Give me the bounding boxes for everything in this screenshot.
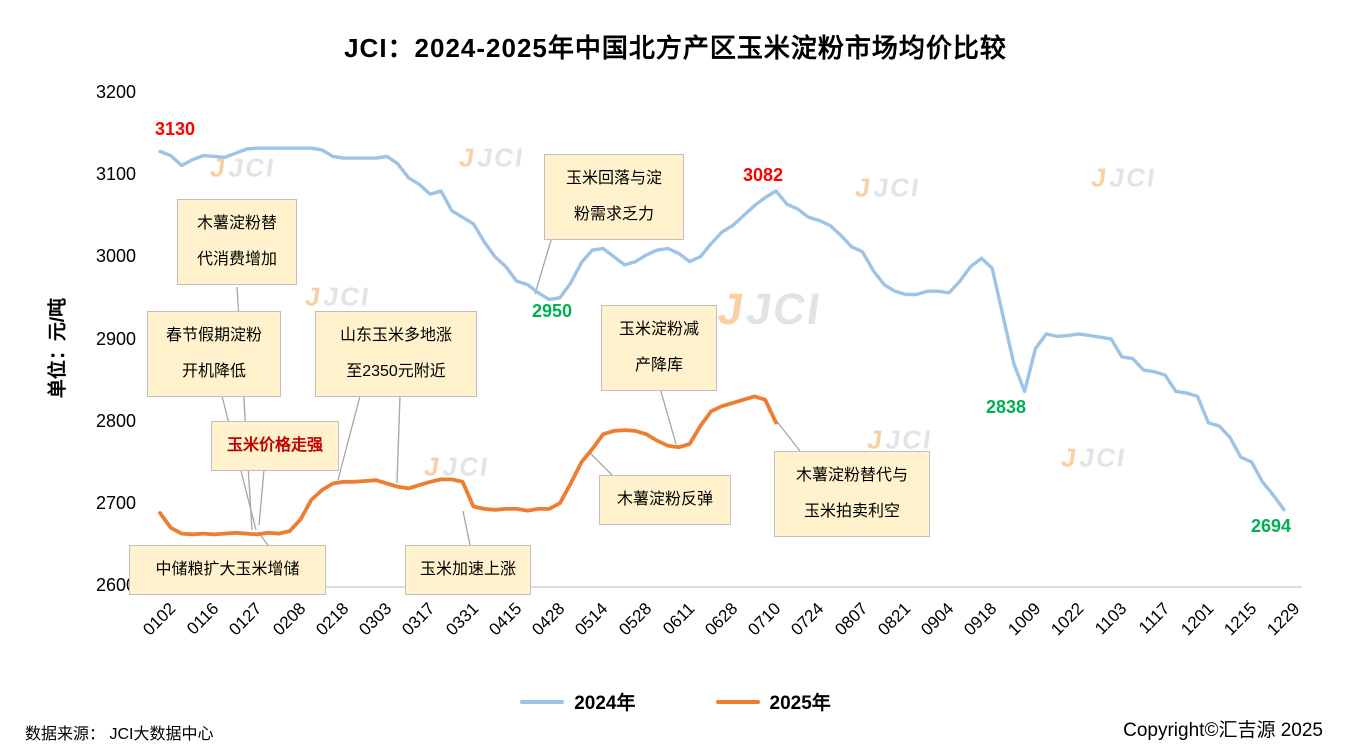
legend-label-2024: 2024年: [574, 693, 636, 714]
annotation-text-line: 产降库: [634, 357, 683, 374]
annotation-box: 玉米价格走强: [211, 421, 339, 471]
annotation-text-line: 代消费增加: [196, 251, 277, 268]
y-tick-label: 3000: [95, 246, 136, 267]
point-label: 2838: [986, 397, 1027, 417]
point-label: 2694: [1251, 516, 1292, 536]
series-line-2024年: [158, 146, 1286, 512]
y-tick-label: 3200: [95, 82, 136, 102]
chart-title: JCI：2024-2025年中国北方产区玉米淀粉市场均价比较: [344, 33, 1007, 63]
copyright-note: Copyright©汇吉源 2025: [1123, 720, 1323, 741]
legend-swatch-2025: [715, 699, 760, 704]
point-label: 3130: [155, 119, 196, 139]
annotation-text-line: 玉米淀粉减: [618, 321, 699, 338]
annotation-text-line: 玉米回落与淀: [565, 170, 662, 187]
annotation-box: 山东玉米多地涨 至2350元附近: [315, 311, 477, 397]
annotation-box: 中储粮扩大玉米增储: [129, 545, 326, 595]
y-axis-title: 单位：元/吨: [47, 297, 69, 399]
annotation-text-line: 木薯淀粉反弹: [616, 491, 713, 508]
y-tick-label: 2600: [95, 575, 136, 595]
annotation-box: 春节假期淀粉 开机降低: [147, 311, 281, 397]
annotation-leader-line: [589, 452, 613, 476]
annotation-text-line: 开机降低: [181, 363, 246, 380]
annotation-text-line: 木薯淀粉替代与: [795, 467, 908, 484]
point-label: 3082: [743, 165, 784, 185]
annotation-text-line: 山东玉米多地涨: [339, 327, 452, 344]
annotation-box: 木薯淀粉反弹: [599, 475, 731, 525]
annotation-box: 木薯淀粉替代与 玉米拍卖利空: [774, 451, 930, 537]
annotation-leader-line: [396, 395, 401, 484]
annotation-box: 玉米回落与淀 粉需求乏力: [544, 154, 684, 240]
annotation-leader-line: [462, 510, 471, 546]
annotation-text-line: 木薯淀粉替: [196, 215, 277, 232]
data-source-note: 数据来源： JCI大数据中心: [25, 726, 214, 743]
legend: 2024年 2025年: [0, 688, 1351, 715]
legend-label-2025: 2025年: [769, 693, 831, 714]
y-tick-label: 3100: [95, 164, 136, 185]
annotation-box: 玉米淀粉减 产降库: [601, 305, 717, 391]
point-label: 2950: [532, 301, 573, 321]
annotation-text-line: 粉需求乏力: [573, 206, 654, 223]
series-line-2025年: [158, 394, 778, 537]
annotation-text-line: 春节假期淀粉: [165, 327, 262, 344]
y-tick-label: 2900: [95, 328, 136, 349]
y-tick-label: 2700: [95, 492, 136, 513]
annotation-text-line: 玉米加速上涨: [419, 561, 516, 578]
annotation-text-line: 至2350元附近: [346, 363, 446, 380]
annotation-leader-line: [534, 236, 553, 295]
annotation-leader-line: [659, 387, 677, 445]
y-tick-label: 2800: [95, 410, 136, 431]
annotation-text-line: 玉米价格走强: [226, 437, 323, 454]
legend-item-2025: 2025年: [715, 688, 831, 715]
annotation-text-line: 玉米拍卖利空: [803, 503, 900, 520]
annotation-text-line: 中储粮扩大玉米增储: [155, 561, 300, 578]
legend-swatch-2024: [520, 699, 565, 704]
annotation-leader-line: [337, 395, 361, 481]
annotation-box: 玉米加速上涨: [405, 545, 531, 595]
legend-item-2024: 2024年: [520, 688, 636, 715]
annotation-box: 木薯淀粉替代消费增加: [177, 199, 297, 285]
